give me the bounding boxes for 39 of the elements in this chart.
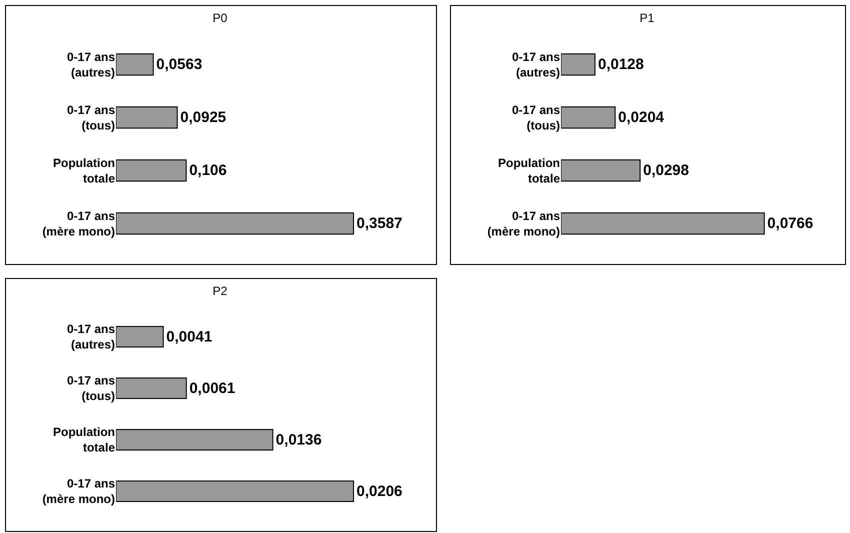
data-label: 0,0061 (189, 380, 236, 397)
y-tick-label: 0-17 ans (tous) (66, 102, 116, 132)
data-label: 0,0136 (276, 431, 322, 448)
chart-title: P2 (212, 284, 228, 298)
y-tick-label: 0-17 ans (autres) (66, 50, 116, 80)
bar (116, 428, 274, 451)
data-label: 0,0766 (767, 215, 814, 232)
y-tick-label: 0-17 ans (tous) (512, 102, 560, 132)
y-tick-label: Population totale (498, 156, 560, 186)
chart-title: P1 (640, 11, 655, 26)
data-label: 0,0204 (618, 109, 665, 126)
data-label: 0,3587 (356, 215, 402, 232)
data-label: 0,0128 (598, 56, 644, 73)
y-tick-label: 0-17 ans (tous) (66, 374, 116, 404)
bar (116, 53, 154, 76)
bar (116, 480, 354, 502)
y-tick-label: 0-17 ans (mère mono) (42, 476, 116, 506)
y-tick-label: 0-17 ans (autres) (66, 322, 116, 352)
y-tick-label: 0-17 ans (autres) (512, 50, 560, 80)
y-tick-label: 0-17 ans (mère mono) (487, 208, 560, 238)
bar (116, 106, 178, 129)
data-label: 0,0206 (356, 482, 402, 500)
data-label: 0,106 (189, 162, 227, 179)
y-tick-label: Population totale (53, 156, 116, 186)
bar (116, 212, 354, 235)
bar (116, 159, 187, 182)
bar (116, 377, 187, 400)
bar (116, 326, 164, 348)
bar (561, 159, 641, 182)
bar (561, 53, 596, 76)
bar (561, 106, 616, 129)
y-tick-label: Population totale (53, 425, 116, 455)
y-tick-label: 0-17 ans (mère mono) (42, 208, 116, 238)
data-label: 0,0925 (180, 109, 226, 126)
bar (561, 212, 765, 235)
chart-title: P0 (212, 11, 228, 26)
data-label: 0,0298 (643, 162, 689, 179)
data-label: 0,0563 (156, 56, 202, 73)
data-label: 0,0041 (166, 328, 212, 346)
